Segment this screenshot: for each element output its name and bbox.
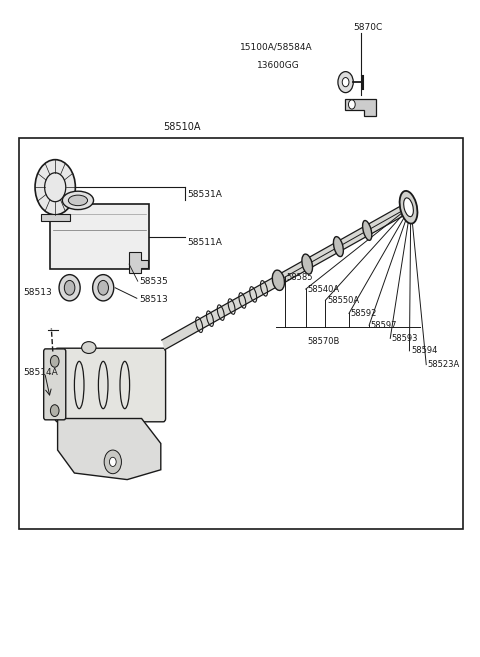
FancyBboxPatch shape: [44, 349, 66, 420]
Text: 58570B: 58570B: [307, 337, 339, 346]
Ellipse shape: [64, 281, 75, 295]
Text: 58585: 58585: [286, 273, 312, 282]
Circle shape: [104, 450, 121, 474]
Ellipse shape: [272, 270, 285, 290]
Text: 58593: 58593: [392, 334, 418, 343]
Circle shape: [338, 72, 353, 93]
Polygon shape: [162, 206, 405, 350]
Text: 58514A: 58514A: [23, 368, 58, 377]
Circle shape: [348, 100, 355, 109]
Text: 58597: 58597: [371, 321, 397, 330]
Ellipse shape: [82, 342, 96, 353]
Text: 58592: 58592: [350, 309, 377, 318]
Polygon shape: [58, 419, 161, 480]
Bar: [19, 138, 463, 529]
Ellipse shape: [334, 237, 343, 257]
Ellipse shape: [98, 281, 108, 295]
Ellipse shape: [302, 254, 312, 274]
Text: 58535: 58535: [139, 277, 168, 286]
Ellipse shape: [93, 275, 114, 301]
Ellipse shape: [59, 275, 80, 301]
Circle shape: [50, 355, 59, 367]
Ellipse shape: [400, 191, 418, 223]
Circle shape: [35, 160, 75, 215]
Text: 58540A: 58540A: [307, 284, 339, 294]
FancyBboxPatch shape: [50, 204, 149, 269]
Text: 15100A/58584A: 15100A/58584A: [240, 43, 312, 52]
Text: 58550A: 58550A: [327, 296, 359, 305]
Ellipse shape: [68, 195, 87, 206]
Ellipse shape: [62, 191, 94, 210]
Ellipse shape: [404, 198, 413, 217]
Text: 58510A: 58510A: [164, 122, 201, 133]
Bar: [41, 214, 70, 221]
Polygon shape: [129, 252, 148, 273]
Text: 58513: 58513: [139, 295, 168, 304]
Text: 58511A: 58511A: [187, 238, 222, 247]
Text: 58531A: 58531A: [187, 190, 222, 199]
Ellipse shape: [362, 221, 372, 240]
Text: 58594: 58594: [411, 346, 437, 355]
Text: 13600GG: 13600GG: [257, 61, 300, 70]
Circle shape: [342, 78, 349, 87]
Circle shape: [50, 405, 59, 417]
Text: 5870C: 5870C: [353, 23, 382, 32]
Text: 58513: 58513: [23, 288, 52, 297]
FancyBboxPatch shape: [55, 348, 166, 422]
Circle shape: [109, 457, 116, 466]
Text: 58523A: 58523A: [428, 360, 460, 369]
Polygon shape: [345, 99, 376, 116]
